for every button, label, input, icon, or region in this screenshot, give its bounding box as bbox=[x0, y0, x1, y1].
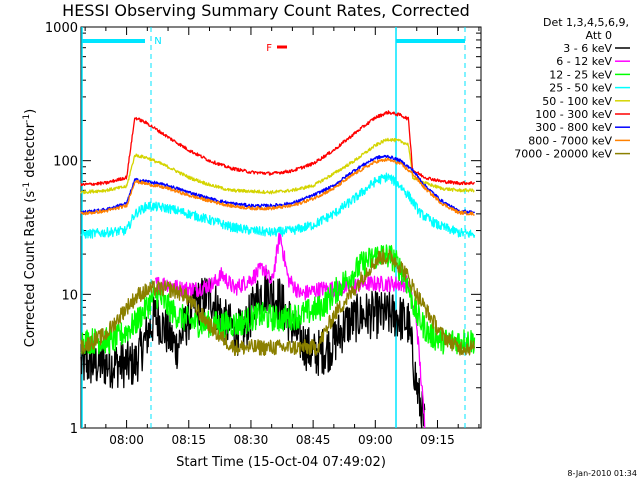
y-axis-label: Corrected Count Rate (s-1 detector-1) bbox=[22, 109, 38, 347]
chart-title: HESSI Observing Summary Count Rates, Cor… bbox=[62, 1, 470, 20]
series-line-100-300-kev bbox=[80, 110, 475, 187]
legend-label: 800 - 7000 keV bbox=[528, 134, 612, 147]
x-axis-label: Start Time (15-Oct-04 07:49:02) bbox=[176, 455, 386, 470]
flare-label: F bbox=[266, 43, 272, 54]
series-line-12-25-kev bbox=[80, 244, 476, 355]
y-tick-label: 10 bbox=[61, 288, 78, 303]
legend-label: 100 - 300 keV bbox=[535, 108, 612, 121]
series-group bbox=[80, 110, 476, 429]
y-tick-label: 100 bbox=[53, 155, 78, 170]
series-line-3-6-kev bbox=[80, 268, 426, 429]
series-line-6-12-kev bbox=[154, 232, 426, 429]
x-tick-label: 08:00 bbox=[109, 433, 144, 447]
legend-label: 300 - 800 keV bbox=[535, 121, 612, 134]
x-tick-label: 09:00 bbox=[358, 433, 393, 447]
y-tick-label: 1000 bbox=[45, 21, 78, 36]
legend-label: 3 - 6 keV bbox=[563, 42, 612, 55]
legend-header-line1: Det 1,3,4,5,6,9, bbox=[543, 16, 629, 29]
legend-label: 12 - 25 keV bbox=[549, 68, 612, 81]
x-tick-label: 08:45 bbox=[296, 433, 331, 447]
footer-timestamp: 8-Jan-2010 01:34 bbox=[567, 469, 637, 478]
legend-label: 7000 - 20000 keV bbox=[514, 148, 612, 161]
axes: 08:00 08:15 08:30 08:45 09:00 09:15 1 10 100 1000 bbox=[45, 21, 481, 447]
series-line-300-800-kev bbox=[80, 154, 476, 215]
legend-label: 25 - 50 keV bbox=[549, 82, 612, 95]
x-tick-label: 08:15 bbox=[171, 433, 206, 447]
series-line-50-100-kev bbox=[80, 137, 475, 195]
legend-label: 6 - 12 keV bbox=[556, 55, 612, 68]
legend-label: 50 - 100 keV bbox=[542, 95, 612, 108]
x-tick-label: 09:15 bbox=[420, 433, 455, 447]
y-tick-label: 1 bbox=[70, 422, 78, 437]
annotations: NF bbox=[81, 27, 466, 428]
x-tick-label: 08:30 bbox=[234, 433, 269, 447]
series-line-800-7000-kev bbox=[80, 157, 475, 216]
series-line-7000-20000-kev bbox=[80, 248, 476, 357]
night-label: N bbox=[154, 36, 161, 47]
legend-header-line2: Att 0 bbox=[586, 29, 612, 42]
plot-frame bbox=[80, 26, 482, 429]
series-line-25-50-kev bbox=[80, 172, 476, 239]
